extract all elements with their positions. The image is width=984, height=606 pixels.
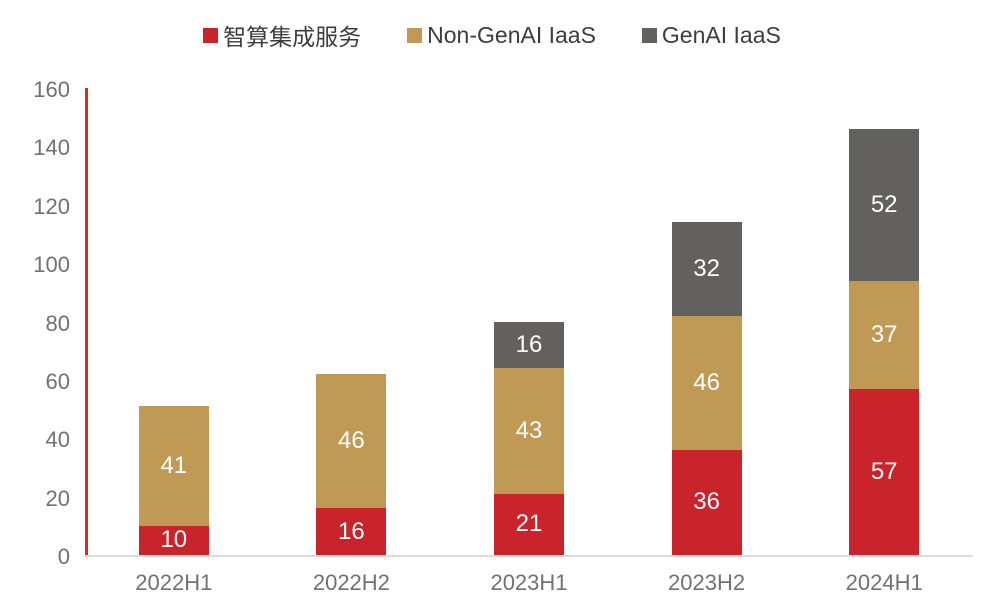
- bar-value-label: 46: [693, 368, 720, 396]
- bar-value-label: 16: [515, 330, 543, 358]
- y-tick-label: 40: [45, 427, 70, 453]
- bar-segment: 16: [494, 321, 564, 369]
- legend-item-0: 智算集成服务: [203, 18, 361, 52]
- bar-value-label: 10: [160, 526, 188, 554]
- x-axis-label-2022H1: 2022H1: [135, 570, 213, 595]
- y-tick-label: 60: [45, 368, 70, 394]
- bar-segment: 36: [671, 449, 742, 555]
- bar-2022H1: 10 41: [138, 406, 209, 555]
- x-axis-label-2024H1: 2024H1: [845, 570, 923, 595]
- bar-value-label: 46: [338, 427, 365, 455]
- bar-segment: 37: [849, 280, 920, 389]
- legend-swatch-icon: [641, 27, 657, 43]
- bar-segment: 32: [671, 222, 742, 316]
- bar-value-label: 57: [870, 457, 898, 485]
- bar-segment: 43: [494, 368, 564, 494]
- bar-value-label: 52: [870, 190, 898, 218]
- chart-legend: 智算集成服务 Non-GenAI IaaS GenAI IaaS: [0, 18, 984, 52]
- bar-2022H2: 16 46: [316, 374, 387, 555]
- bar-segment: 46: [671, 315, 742, 450]
- bar-value-label: 16: [338, 517, 365, 545]
- legend-label: 智算集成服务: [223, 24, 362, 50]
- y-tick-label: 0: [57, 544, 70, 569]
- bar-2023H1: 21 43 16: [494, 321, 564, 555]
- legend-label: Non-GenAI IaaS: [427, 21, 596, 48]
- bar-value-label: 43: [515, 416, 543, 444]
- legend-swatch-icon: [407, 27, 423, 43]
- y-axis-line: [85, 88, 88, 557]
- legend-swatch-icon: [203, 27, 219, 43]
- y-tick-label: 20: [45, 485, 70, 511]
- x-axis-label-2022H2: 2022H2: [312, 570, 390, 595]
- bar-2023H2: 36 46 32: [671, 222, 742, 555]
- bar-segment: 21: [494, 493, 564, 555]
- y-tick-label: 120: [33, 193, 70, 219]
- x-axis-label-2023H2: 2023H2: [668, 570, 746, 595]
- bar-value-label: 41: [160, 451, 188, 479]
- y-tick-label: 160: [33, 77, 70, 102]
- bar-2024H1: 57 37 52: [849, 128, 920, 555]
- bar-segment: 16: [316, 508, 387, 555]
- legend-item-1: Non-GenAI IaaS: [407, 22, 596, 49]
- legend-item-2: GenAI IaaS: [641, 21, 781, 49]
- bar-value-label: 21: [515, 510, 543, 538]
- y-tick-label: 140: [33, 135, 70, 161]
- bar-value-label: 36: [693, 488, 720, 516]
- legend-label: GenAI IaaS: [661, 21, 781, 48]
- plot-area: 10 41 16 46 21 43 16 36 46 32 57 37 52: [85, 88, 973, 557]
- y-tick-label: 100: [33, 252, 70, 278]
- bar-segment: 10: [138, 525, 209, 555]
- x-axis-line: [85, 555, 973, 557]
- bar-segment: 46: [316, 374, 387, 509]
- bar-segment: 52: [849, 128, 920, 281]
- y-tick-label: 80: [45, 310, 70, 336]
- bar-segment: 57: [849, 388, 920, 555]
- x-axis-label-2023H1: 2023H1: [490, 570, 568, 595]
- bar-value-label: 37: [870, 320, 898, 348]
- bar-segment: 41: [138, 406, 209, 526]
- bar-value-label: 32: [693, 254, 720, 282]
